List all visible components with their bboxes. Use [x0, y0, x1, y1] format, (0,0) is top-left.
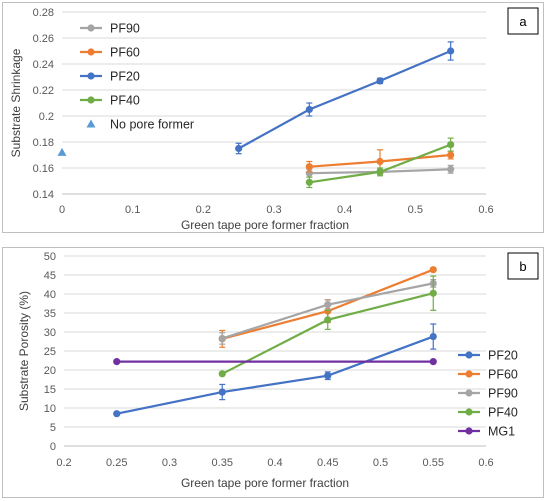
panel-b-y-tick-label: 20	[44, 365, 56, 377]
panel-b-legend-pf40-label: PF40	[488, 406, 518, 420]
panel-b-x-tick-label: 0.55	[423, 457, 444, 469]
panel-a-series-pf60-point	[305, 163, 313, 171]
panel-b-series-pf90-point	[218, 334, 226, 343]
panel-b-y-tick-label: 35	[44, 308, 56, 320]
panel-b-series-mg1-point	[113, 358, 121, 366]
panel-b-x-tick-label: 0.3	[162, 457, 177, 469]
panel-b-y-tick-label: 10	[44, 403, 56, 415]
panel-b-x-tick-label: 0.2	[56, 457, 71, 469]
panel-a-y-tick-label: 0.18	[33, 137, 54, 149]
panel-b-legend-mg1-label: MG1	[488, 425, 515, 439]
panel-a-x-tick-label: 0.2	[196, 204, 211, 216]
panel-b-x-tick-label: 0.25	[106, 457, 127, 469]
panel-a-series-pf60-point	[447, 151, 455, 159]
panel-a-series-pf40-point	[305, 178, 313, 186]
panel-a-x-tick-label: 0.4	[337, 204, 352, 216]
panel-a-y-tick-label: 0.26	[33, 33, 54, 45]
panel-a-y-tick-label: 0.24	[33, 59, 54, 71]
panel-a-x-tick-label: 0	[59, 204, 65, 216]
panel-b-legend-pf20-label: PF20	[488, 349, 518, 363]
panel-b-x-tick-label: 0.35	[212, 457, 233, 469]
panel-a-series-pf60-point	[376, 157, 384, 166]
panel-b-y-tick-label: 30	[44, 327, 56, 339]
panel-b-legend-pf40-marker	[465, 408, 473, 416]
panel-b-series-pf90-point	[324, 301, 332, 309]
panel-a-series-pf20-point	[305, 105, 313, 114]
panel-b-series-pf20-point	[429, 332, 437, 341]
panel-a-y-axis-label: Substrate Shrinkage	[9, 48, 23, 157]
panel-a-frame	[2, 2, 544, 233]
panel-a-legend-pf40-label: PF40	[110, 94, 140, 108]
panel-a-y-tick-label: 0.2	[39, 111, 54, 123]
panel-b-y-axis-label: Substrate Porosity (%)	[17, 291, 31, 411]
panel-a-series-pf40-point	[376, 168, 384, 176]
panel-b-series-pf40-point	[218, 370, 226, 378]
panel-a-label: a	[519, 14, 527, 29]
panel-a-series-pf20-point	[235, 144, 243, 153]
panel-b-y-tick-label: 40	[44, 289, 56, 301]
panel-a-y-tick-label: 0.28	[33, 7, 54, 19]
panel-b-label: b	[519, 259, 526, 274]
panel-b-series-pf20-line	[116, 335, 434, 415]
panel-a-x-tick-label: 0.6	[478, 204, 493, 216]
panel-b-x-tick-label: 0.5	[373, 457, 388, 469]
panel-a-series-no-pore-former-point	[57, 147, 67, 156]
panel-a-y-tick-label: 0.16	[33, 163, 54, 175]
panel-b-frame	[2, 247, 544, 498]
panel-b-x-tick-label: 0.45	[317, 457, 338, 469]
panel-b-label-box	[507, 252, 539, 280]
panel-a-x-tick-label: 0.5	[408, 204, 423, 216]
panel-b-legend-pf60-label: PF60	[488, 368, 518, 382]
panel-a-x-tick-label: 0.3	[266, 204, 281, 216]
panel-b-legend-pf20-marker	[465, 351, 473, 359]
panel-a-label-box	[507, 7, 539, 35]
panel-a-legend-no-pore-former-label: No pore former	[110, 118, 194, 132]
panel-a-y-tick-label: 0.14	[33, 189, 54, 201]
panel-b-series-pf40-point	[429, 289, 437, 297]
panel-a-x-axis-label: Green tape pore former fraction	[181, 218, 349, 232]
panel-b-x-axis-label: Green tape pore former fraction	[181, 476, 349, 490]
panel-a-legend-pf60-label: PF60	[110, 46, 140, 60]
panel-a-x-tick-label: 0.1	[125, 204, 140, 216]
panel-a-legend-pf40-marker	[87, 96, 95, 104]
panel-a-series-pf40-point	[447, 141, 455, 149]
panel-b-y-tick-label: 0	[50, 441, 56, 453]
panel-a-series-pf20-point	[376, 77, 384, 85]
panel-b-x-tick-label: 0.4	[267, 457, 282, 469]
panel-b-y-tick-label: 5	[50, 422, 56, 434]
panel-b-legend-pf60-marker	[465, 370, 473, 378]
panel-a-legend-pf90-label: PF90	[110, 22, 140, 36]
panel-b-chart: 0 5 10 15 20 25 30 35 40 45 50 0.2 0.25 0.3 0.35 0.4 0.4…	[17, 251, 518, 490]
panel-b-series-pf20-point	[113, 410, 121, 418]
panel-b-legend-pf90-label: PF90	[488, 387, 518, 401]
panel-b-series-pf20-point	[324, 372, 332, 380]
panel-b-y-tick-label: 50	[44, 251, 56, 263]
panel-a-series-pf90-point	[447, 165, 455, 173]
panel-b-series-pf20-point	[218, 388, 226, 396]
panel-a-legend-pf20-marker	[87, 72, 95, 80]
panel-a-legend-pf20-label: PF20	[110, 70, 140, 84]
panel-b-legend-mg1-marker	[465, 427, 473, 435]
panel-b-legend-pf90-marker	[465, 389, 473, 397]
panel-a-series-pf20-point	[447, 47, 455, 55]
panel-b-series-mg1-point	[429, 358, 437, 366]
panel-a-legend-pf60-marker	[87, 48, 95, 56]
panel-b-x-tick-label: 0.6	[478, 457, 493, 469]
panel-b-y-tick-label: 15	[44, 384, 56, 396]
panel-a-series-pf20-line	[238, 49, 452, 150]
panel-b-y-tick-label: 45	[44, 270, 56, 282]
panel-b-series-pf60-point	[429, 266, 437, 274]
panel-a-legend-pf90-marker	[87, 24, 95, 32]
panel-b-y-tick-label: 25	[44, 346, 56, 358]
panel-a-y-tick-label: 0.22	[33, 85, 54, 97]
panel-b-series-pf40-point	[324, 316, 332, 324]
panel-a-legend-no-pore-former-marker	[86, 119, 96, 128]
panel-a-chart: 0.14 0.16 0.18 0.2 0.22 0.24 0.26 0.28 0 0.1 0.2 0.…	[9, 7, 494, 232]
